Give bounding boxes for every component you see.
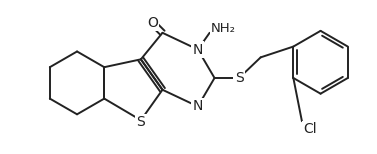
Text: N: N (193, 99, 203, 113)
Text: O: O (147, 16, 158, 30)
Text: NH₂: NH₂ (211, 22, 236, 35)
Text: S: S (136, 115, 145, 129)
Text: Cl: Cl (303, 122, 317, 136)
Text: S: S (235, 71, 244, 85)
Text: N: N (193, 43, 203, 57)
